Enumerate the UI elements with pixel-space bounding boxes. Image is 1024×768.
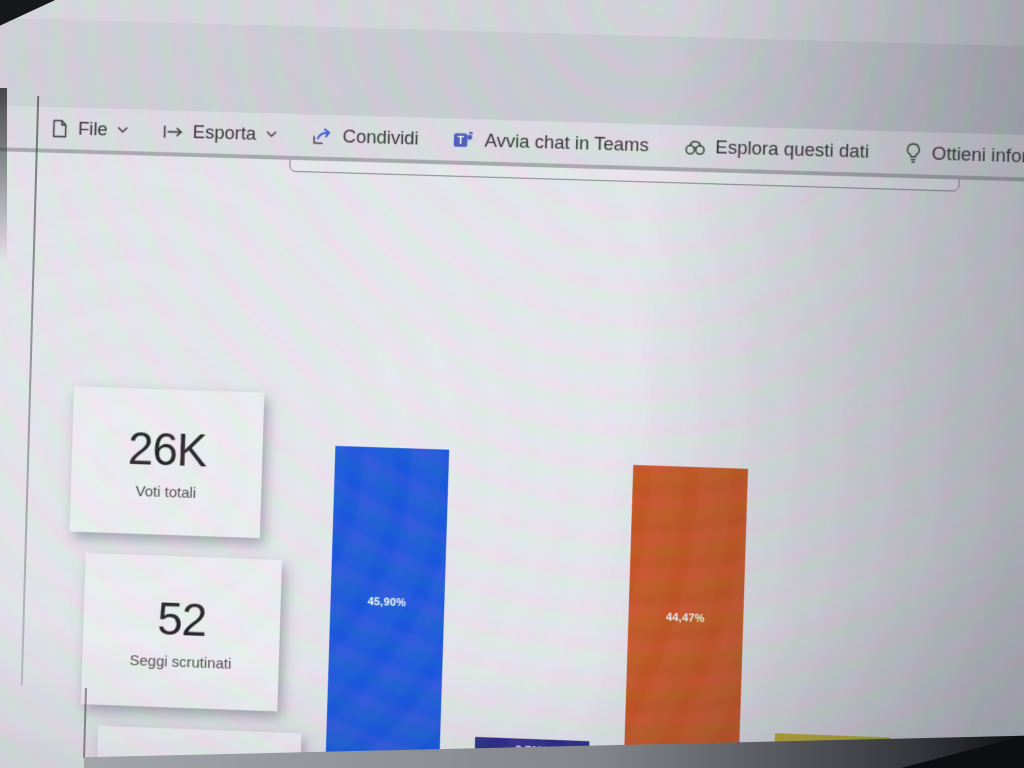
chevron-down-icon: [118, 127, 129, 134]
bar-area: 44,47%: [623, 454, 748, 768]
share-button[interactable]: Condividi: [311, 124, 419, 149]
teams-chat-button[interactable]: T Avvia chat in Teams: [452, 129, 649, 157]
bar-masciotti[interactable]: 44,47%: [623, 464, 748, 768]
kpi-card-voti-totali[interactable]: 26K Voti totali: [69, 385, 265, 538]
bar-area: 5,93%: [773, 459, 898, 768]
explore-data-label: Esplora questi dati: [715, 136, 870, 162]
bar-value-label: 44,47%: [665, 611, 705, 625]
bar-presilla[interactable]: 5,93%: [773, 732, 890, 768]
export-menu-label: Esporta: [192, 121, 257, 144]
kpi-label: Voti totali: [135, 483, 197, 503]
bar-column: 45,90% Stefano Zuccarini 45,9% Zuccarini…: [304, 444, 466, 768]
share-icon: [313, 128, 331, 145]
bar-column: 44,47% Mauro Masciotti 44,5% Masciotti %: [602, 454, 765, 768]
share-label: Condividi: [342, 125, 419, 149]
kpi-value: 26K: [127, 422, 208, 477]
svg-text:T: T: [457, 135, 464, 146]
file-icon: [53, 119, 67, 138]
kpi-card-seggi-pct[interactable]: 96,3% Seggi %: [93, 725, 302, 768]
bar-finamonti[interactable]: 3,71%: [473, 736, 589, 766]
kpi-card-seggi-scrutinati[interactable]: 52 Seggi scrutinati: [80, 552, 283, 711]
report-canvas: 26K Voti totali 52 Seggi scrutinati 96,3…: [0, 149, 1024, 768]
bar-value-label: 5,93%: [814, 748, 848, 762]
kpi-value: 52: [156, 592, 207, 646]
binoculars-icon: [683, 137, 707, 157]
chevron-down-icon: [266, 131, 277, 138]
kpi-label: Seggi scrutinati: [129, 652, 232, 673]
teams-chat-label: Avvia chat in Teams: [484, 129, 650, 156]
bar-column: 3,71% Moreno Finamonti 3,7% Finamonti %: [453, 449, 616, 768]
explore-data-button[interactable]: Esplora questi dati: [683, 135, 870, 163]
get-insights-label: Ottieni infor: [931, 142, 1024, 167]
toolbar: File Esporta Condividi T Avvia chat in T…: [0, 103, 1024, 183]
file-menu-button[interactable]: File: [49, 117, 129, 141]
bar-area: 3,71%: [473, 449, 598, 766]
category-label: Stefano Zuccarini: [337, 763, 427, 768]
bar-area: 45,90%: [325, 444, 449, 761]
lightbulb-icon: [903, 142, 923, 165]
bar-chart: 45,90% Stefano Zuccarini 45,9% Zuccarini…: [304, 444, 916, 768]
bar-zuccarini[interactable]: 45,90%: [325, 445, 449, 761]
get-insights-button[interactable]: Ottieni infor: [903, 142, 1024, 168]
export-icon: [164, 125, 183, 138]
export-menu-button[interactable]: Esporta: [162, 120, 278, 145]
bar-value-label: 45,90%: [367, 595, 407, 610]
bar-value-label: 3,71%: [515, 744, 548, 758]
teams-icon: T: [453, 131, 473, 147]
bar-column: 5,93% Enrico Presilla 5,9% Presilla %: [752, 459, 916, 768]
file-menu-label: File: [77, 117, 108, 140]
